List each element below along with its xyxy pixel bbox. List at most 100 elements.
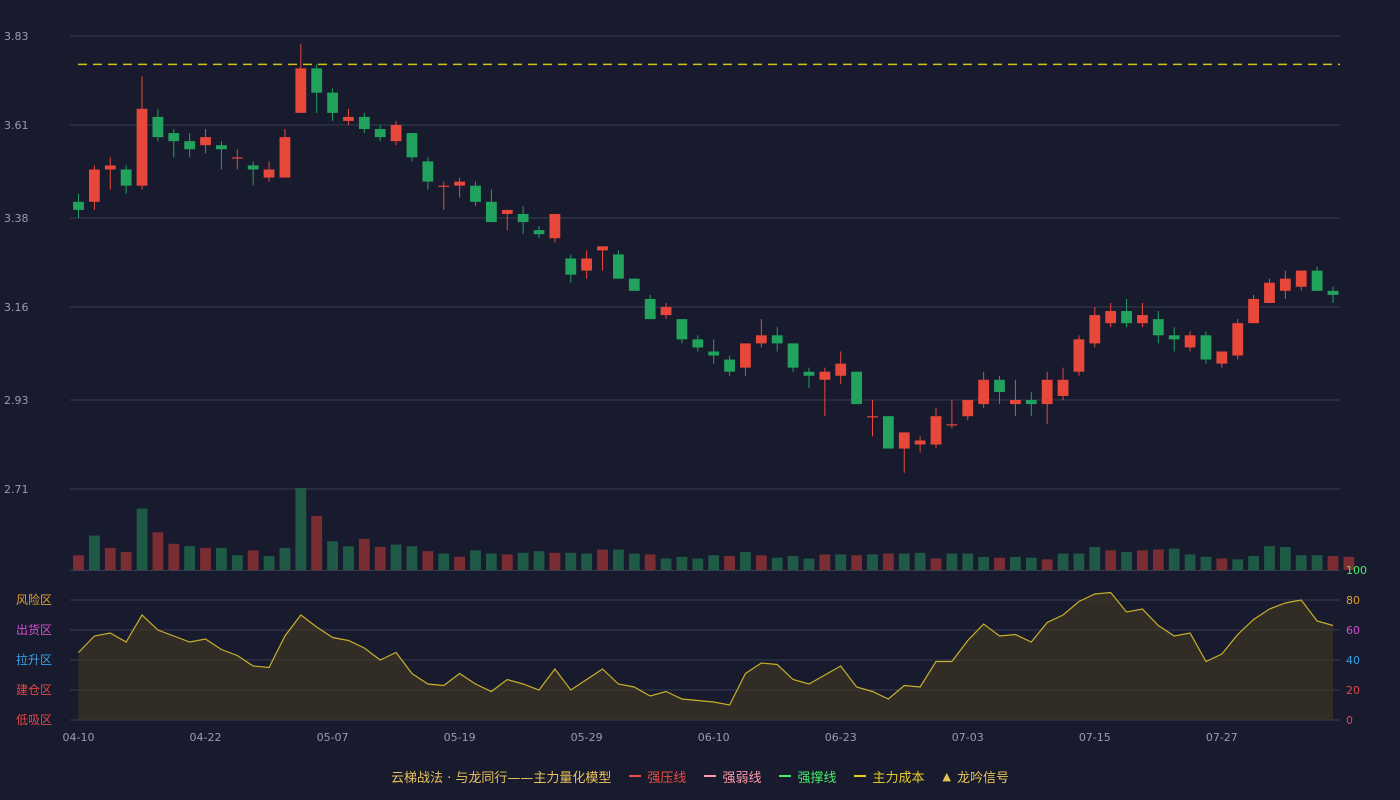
candle-body	[851, 371, 863, 405]
volume-bar	[517, 552, 529, 570]
legend-label: 龙吟信号	[956, 770, 1009, 786]
volume-bar	[803, 558, 815, 570]
volume-bar	[1073, 553, 1085, 570]
candle-body	[1073, 339, 1085, 372]
volume-bar	[613, 549, 624, 570]
candle-body	[819, 371, 831, 380]
candle-body	[930, 416, 942, 445]
volume-bar	[882, 553, 894, 570]
candle-body	[597, 246, 608, 251]
chart-legend: 云梯战法 · 与龙同行——主力量化模型 强压线 强弱线 强撑线 主力成本 ▲ 龙…	[0, 762, 1400, 790]
volume-bar	[644, 554, 656, 570]
candle-body	[73, 201, 84, 210]
candle-body	[1137, 315, 1148, 324]
candle-body	[517, 213, 529, 223]
volume-bar	[1216, 558, 1228, 570]
candle-body	[867, 416, 878, 418]
volume-bar	[358, 538, 370, 570]
price-tick-label: 3.16	[4, 301, 29, 314]
volume-bar	[1311, 555, 1323, 570]
volume-bar	[1248, 556, 1260, 570]
legend-item-main-cost[interactable]: 主力成本	[854, 767, 924, 786]
x-tick-label: 06-23	[825, 731, 857, 744]
volume-bar	[501, 554, 513, 570]
candle-body	[501, 209, 513, 214]
volume-bar	[485, 553, 497, 570]
indicator-area	[78, 592, 1333, 720]
volume-bar	[327, 541, 338, 570]
volume-bar	[962, 553, 974, 570]
legend-swatch-red-line	[629, 775, 642, 777]
candle-body	[216, 145, 227, 150]
candle-body	[660, 306, 672, 316]
legend-item-strength-line[interactable]: 强弱线	[704, 767, 761, 786]
price-tick-label: 2.93	[4, 394, 29, 407]
legend-item-dragon-signal[interactable]: ▲ 龙吟信号	[942, 767, 1008, 786]
candle-body	[88, 169, 100, 202]
volume-bar	[628, 553, 640, 570]
candle-body	[184, 141, 196, 150]
volume-bar	[930, 558, 942, 570]
volume-bar	[1279, 547, 1291, 570]
candle-body	[740, 343, 751, 368]
zone-label: 风险区	[16, 592, 52, 607]
candle-body	[374, 129, 386, 138]
indicator-tick-label: 80	[1346, 594, 1360, 607]
volume-bar	[819, 554, 831, 570]
volume-bar	[1184, 554, 1196, 570]
candle-body	[454, 181, 466, 186]
candle-body	[1184, 335, 1196, 348]
candle-body	[1279, 278, 1291, 291]
legend-item-strong-resistance[interactable]: 强压线	[629, 767, 686, 786]
candle-body	[581, 258, 593, 271]
candle-body	[1327, 290, 1339, 295]
candle-body	[1168, 335, 1180, 340]
legend-title-text: 云梯战法 · 与龙同行——主力量化模型	[391, 770, 612, 786]
candle-body	[136, 108, 148, 186]
candle-body	[898, 432, 910, 449]
volume-bar	[311, 515, 323, 570]
candle-body	[1216, 351, 1228, 364]
candle-body	[724, 359, 735, 372]
volume-bar	[470, 550, 481, 570]
volume-bar	[152, 532, 164, 570]
candle-body	[247, 165, 259, 170]
legend-swatch-green-line	[779, 775, 792, 777]
candle-body	[771, 335, 783, 344]
candle-body	[549, 213, 561, 239]
candle-body	[1232, 323, 1244, 356]
volume-bar	[406, 546, 418, 570]
candle-body	[485, 201, 497, 223]
price-tick-label: 3.38	[4, 212, 29, 225]
legend-swatch-pink-dash	[704, 775, 717, 777]
volume-bar	[867, 554, 878, 570]
x-tick-label: 05-29	[571, 731, 603, 744]
candle-body	[613, 254, 624, 279]
volume-bar	[1105, 550, 1117, 570]
candle-body	[1121, 311, 1132, 324]
indicator-tick-label: 100	[1346, 564, 1367, 577]
volume-bar	[660, 558, 672, 570]
legend-label: 主力成本	[872, 770, 925, 786]
price-tick-label: 3.61	[4, 119, 29, 132]
candle-body	[1264, 282, 1275, 303]
volume-bar	[263, 556, 275, 570]
legend-item-strong-support[interactable]: 强撑线	[779, 767, 836, 786]
volume-bar	[1010, 556, 1021, 570]
volume-bar	[1025, 557, 1037, 570]
volume-bar	[565, 552, 577, 570]
candle-body	[994, 379, 1005, 392]
volume-bar	[1057, 553, 1069, 570]
x-tick-label: 05-07	[317, 731, 349, 744]
volume-bar	[1121, 551, 1132, 570]
candle-body	[311, 68, 323, 93]
volume-bar	[73, 555, 84, 570]
candle-body	[1200, 335, 1212, 360]
volume-bar	[1264, 546, 1275, 570]
x-tick-label: 07-27	[1206, 731, 1238, 744]
candle-body	[390, 124, 402, 142]
volume-bar	[676, 556, 688, 570]
volume-bar	[692, 558, 704, 570]
candle-body	[882, 416, 894, 449]
